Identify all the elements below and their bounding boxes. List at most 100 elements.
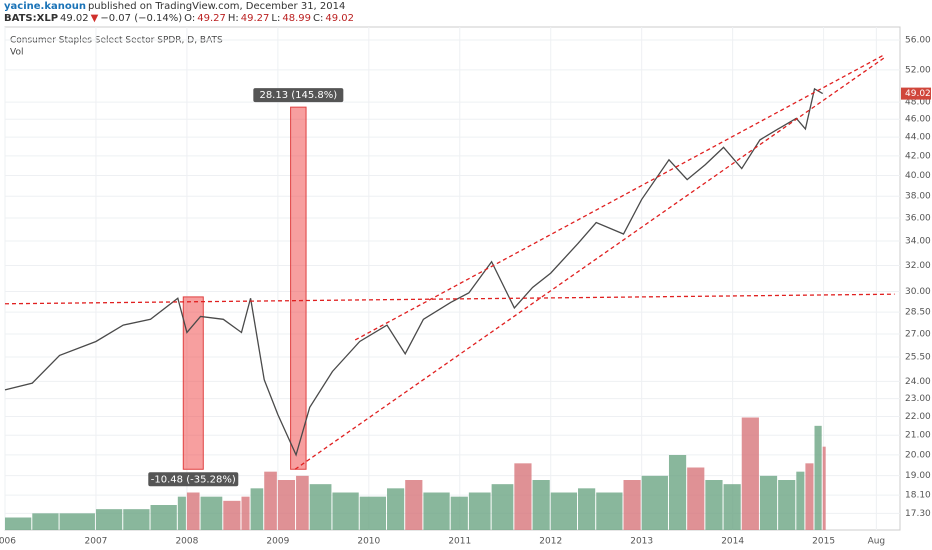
volume-bar	[264, 471, 277, 530]
volume-bar	[359, 496, 387, 530]
volume-bar	[596, 492, 623, 530]
volume-bar	[778, 480, 796, 530]
y-tick-label: 28.50	[905, 308, 931, 318]
symbol: BATS:XLP	[4, 13, 59, 24]
y-tick-label: 23.00	[905, 394, 931, 404]
volume-bar	[759, 475, 778, 530]
volume-bar	[705, 480, 723, 530]
arrow: ▼	[90, 13, 99, 24]
volume-bar	[423, 492, 450, 530]
volume-bar	[250, 488, 264, 530]
measure-box	[182, 296, 204, 470]
volume-bar	[223, 500, 241, 530]
x-tick-label: 2007	[85, 537, 108, 547]
volume-bar	[641, 475, 668, 530]
x-tick-label: 2012	[539, 537, 562, 547]
x-tick-label: 2014	[721, 537, 744, 547]
volume-bar	[723, 484, 741, 530]
legend-title: Consumer Staples Select Sector SPDR, D, …	[10, 36, 223, 46]
header: yacine.kanoun published on TradingView.co…	[4, 1, 356, 25]
y-tick-label: 42.00	[905, 151, 931, 161]
volume-bar	[814, 425, 822, 530]
trendline	[294, 57, 885, 470]
volume-bar	[578, 488, 596, 530]
y-tick-label: 27.00	[905, 329, 931, 339]
high: 49.27	[240, 13, 270, 24]
y-tick-label: 21.00	[905, 431, 931, 441]
volume	[5, 417, 826, 530]
grid	[4, 27, 900, 530]
volume-label: Vol	[10, 48, 23, 58]
price-line	[4, 87, 824, 457]
open: 49.27	[197, 13, 226, 24]
volume-bar	[186, 492, 200, 530]
open-label: O:	[184, 13, 196, 24]
measure-label-bg	[148, 472, 239, 487]
volume-bar	[687, 467, 705, 530]
volume-bar	[200, 496, 223, 530]
trendline	[354, 54, 885, 341]
volume-bar	[491, 484, 514, 530]
x-tick-label: 2009	[266, 537, 289, 547]
volume-bar	[405, 480, 423, 530]
volume-bar	[623, 480, 641, 530]
volume-bar	[805, 463, 814, 530]
y-tick-label: 32.00	[905, 261, 931, 271]
x-tick-label: 2015	[812, 537, 835, 547]
last-price-label: 49.02	[905, 89, 931, 99]
y-tick-label: 56.00	[905, 35, 931, 45]
volume-bar	[332, 492, 359, 530]
x-tick-label: 006	[0, 537, 16, 547]
volume-bar	[387, 488, 405, 530]
y-tick-label: 24.00	[905, 377, 931, 387]
volume-bar	[32, 513, 59, 530]
volume-bar	[150, 505, 177, 530]
volume-bar	[123, 509, 150, 530]
y-tick-label: 48.00	[905, 98, 931, 108]
y-tick-label: 44.00	[905, 133, 931, 143]
volume-bar	[5, 517, 32, 530]
trendline	[4, 293, 895, 305]
x-tick-label: 2011	[448, 537, 471, 547]
close-label: C:	[313, 13, 324, 24]
volume-bar	[177, 496, 186, 530]
high-label: H:	[227, 13, 239, 24]
volume-bar	[514, 463, 532, 530]
low: 48.99	[282, 13, 311, 24]
volume-bar	[309, 484, 332, 530]
measure-label: -10.48 (-35.28%)	[151, 474, 236, 485]
last-price-bg	[901, 87, 931, 100]
user[interactable]: yacine.kanoun	[4, 1, 86, 12]
y-tick-label: 46.00	[905, 115, 931, 125]
volume-bar	[95, 509, 123, 530]
x-tick-label: 2010	[357, 537, 380, 547]
change: −0.07 (−0.14%)	[100, 13, 183, 24]
low-label: L:	[271, 13, 281, 24]
volume-bar	[241, 496, 250, 530]
measure-box	[290, 106, 307, 470]
last: 49.02	[60, 13, 89, 24]
y-tick-label: 36.00	[905, 214, 931, 224]
y-tick-label: 18.10	[905, 491, 931, 501]
measure-label-bg	[253, 88, 344, 103]
volume-bar	[822, 446, 826, 530]
y-tick-label: 38.00	[905, 192, 931, 202]
x-tick-label: Aug	[868, 537, 886, 547]
y-tick-label: 40.00	[905, 171, 931, 181]
published: published on TradingView.com, December 3…	[87, 1, 346, 12]
y-tick-label: 17.30	[905, 509, 931, 519]
volume-bar	[59, 513, 95, 530]
x-tick-label: 2013	[630, 537, 653, 547]
measure-label: 28.13 (145.8%)	[259, 90, 337, 101]
y-tick-label: 22.00	[905, 412, 931, 422]
volume-bar	[741, 417, 759, 530]
volume-bar	[450, 496, 468, 530]
close: 49.02	[325, 13, 354, 24]
y-tick-label: 52.00	[905, 65, 931, 75]
y-tick-label: 19.00	[905, 471, 931, 481]
volume-bar	[296, 475, 309, 530]
x-tick-label: 2008	[175, 537, 198, 547]
y-tick-label: 34.00	[905, 237, 931, 247]
